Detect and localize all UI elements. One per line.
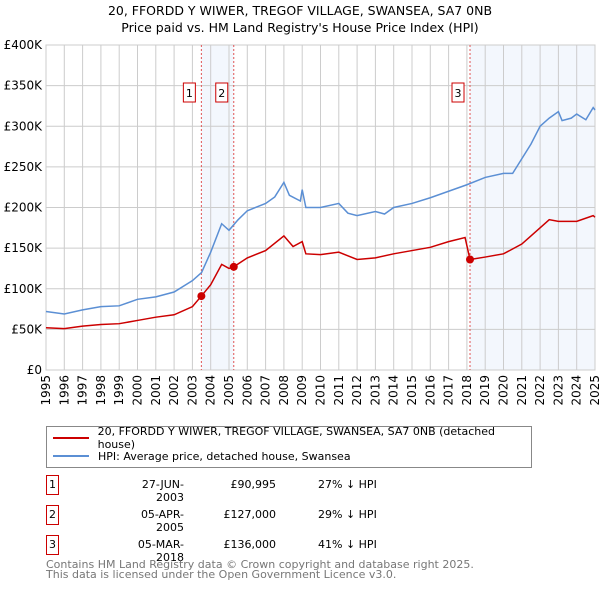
x-tick-label: 2014 bbox=[387, 375, 401, 406]
legend: 20, FFORDD Y WIWER, TREGOF VILLAGE, SWAN… bbox=[46, 425, 532, 468]
chart-subtitle: Price paid vs. HM Land Registry's House … bbox=[121, 20, 479, 35]
x-tick-label: 2002 bbox=[167, 375, 181, 406]
sale-point bbox=[197, 292, 206, 301]
footer: Contains HM Land Registry data © Crown c… bbox=[46, 558, 474, 581]
x-tick-label: 2015 bbox=[405, 375, 419, 406]
legend-item-property: 20, FFORDD Y WIWER, TREGOF VILLAGE, SWAN… bbox=[53, 425, 531, 451]
sale-hpi-diff: 41% ↓ HPI bbox=[318, 538, 377, 551]
x-tick-label: 2000 bbox=[131, 375, 145, 406]
sale-hpi-diff: 29% ↓ HPI bbox=[318, 508, 377, 521]
x-tick-label: 2010 bbox=[314, 375, 328, 406]
sale-price: £90,995 bbox=[230, 478, 277, 491]
y-tick-label: £150K bbox=[4, 241, 44, 255]
sale-number: 3 bbox=[46, 535, 59, 555]
x-tick-label: 2018 bbox=[460, 375, 474, 406]
x-tick-label: 2005 bbox=[222, 375, 236, 406]
sale-point bbox=[229, 262, 238, 271]
x-tick-label: 2017 bbox=[442, 375, 456, 406]
sale-price: £136,000 bbox=[223, 538, 277, 551]
x-tick-label: 2021 bbox=[515, 375, 529, 406]
x-tick-label: 2012 bbox=[350, 375, 364, 406]
sale-date: 05-MAR-2018 bbox=[137, 538, 184, 564]
x-tick-label: 2025 bbox=[588, 375, 600, 406]
plot-area: £0 £50K £100K £150K £200K £250K £300K £350K £400… bbox=[4, 38, 600, 406]
sale-date: 27-JUN-2003 bbox=[141, 478, 184, 504]
sale-label: 1 bbox=[186, 87, 193, 100]
x-tick-label: 2016 bbox=[423, 375, 437, 406]
footer-line: This data is licensed under the Open Gov… bbox=[46, 568, 397, 581]
y-tick-label: £0 bbox=[27, 363, 42, 377]
x-tick-label: 1995 bbox=[39, 375, 53, 406]
sale-label-box bbox=[215, 82, 229, 103]
sale-label-box bbox=[182, 82, 196, 103]
y-tick-label: £350K bbox=[4, 79, 44, 93]
chart-title: 20, FFORDD Y WIWER, TREGOF VILLAGE, SWAN… bbox=[107, 3, 493, 18]
x-tick-label: 2023 bbox=[551, 375, 565, 406]
sale-label-box bbox=[451, 82, 465, 103]
y-tick-label: £400K bbox=[4, 38, 44, 52]
footer-line: Contains HM Land Registry data © Crown c… bbox=[46, 558, 474, 571]
sale-label: 2 bbox=[218, 87, 225, 100]
x-tick-label: 2019 bbox=[478, 375, 492, 406]
sale-number: 1 bbox=[46, 475, 59, 495]
sale-label: 3 bbox=[455, 87, 462, 100]
x-tick-label: 2007 bbox=[259, 375, 273, 406]
x-tick-label: 2013 bbox=[368, 375, 382, 406]
series-line bbox=[45, 214, 596, 330]
sale-price: £127,000 bbox=[223, 508, 277, 521]
legend-item-hpi: HPI: Average price, detached house, Swan… bbox=[53, 447, 351, 465]
y-tick-label: £300K bbox=[4, 119, 44, 133]
legend-label: 20, FFORDD Y WIWER, TREGOF VILLAGE, SWAN… bbox=[97, 425, 495, 451]
y-tick-label: £250K bbox=[4, 160, 44, 174]
x-tick-label: 1998 bbox=[94, 375, 108, 406]
x-tick-label: 2001 bbox=[149, 375, 163, 406]
y-tick-label: £100K bbox=[4, 282, 44, 296]
x-tick-label: 2006 bbox=[240, 375, 254, 406]
sale-point bbox=[466, 255, 475, 264]
y-tick-label: £50K bbox=[11, 322, 43, 336]
y-tick-label: £200K bbox=[4, 201, 44, 215]
x-tick-label: 1997 bbox=[76, 375, 90, 406]
x-tick-label: 2022 bbox=[533, 375, 547, 406]
x-tick-label: 2011 bbox=[332, 375, 346, 406]
x-tick-label: 2009 bbox=[295, 375, 309, 406]
x-tick-label: 1996 bbox=[57, 375, 71, 406]
x-tick-label: 2003 bbox=[185, 375, 199, 406]
legend-label: HPI: Average price, detached house, Swan… bbox=[98, 449, 351, 463]
series-line bbox=[45, 106, 596, 315]
x-tick-label: 2020 bbox=[497, 375, 511, 406]
sale-number: 2 bbox=[46, 505, 59, 525]
sale-hpi-diff: 27% ↓ HPI bbox=[318, 478, 377, 491]
x-tick-label: 1999 bbox=[112, 375, 126, 406]
legend-swatch-blue bbox=[53, 455, 89, 457]
legend-swatch-red bbox=[53, 437, 89, 439]
x-tick-label: 2024 bbox=[570, 375, 584, 406]
x-tick-label: 2004 bbox=[204, 375, 218, 406]
x-tick-label: 2008 bbox=[277, 375, 291, 406]
sale-date: 05-APR-2005 bbox=[140, 508, 184, 534]
